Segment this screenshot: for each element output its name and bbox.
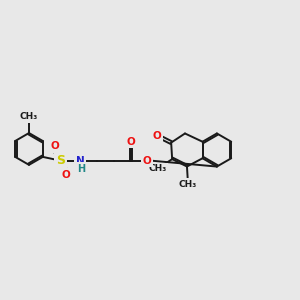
Text: H: H — [77, 164, 85, 174]
Text: N: N — [76, 156, 85, 166]
Text: O: O — [62, 170, 71, 180]
Text: CH₃: CH₃ — [20, 112, 38, 121]
Text: O: O — [153, 130, 161, 141]
Text: CH₃: CH₃ — [179, 180, 197, 189]
Text: S: S — [56, 154, 65, 167]
Text: O: O — [127, 136, 135, 146]
Text: O: O — [142, 156, 151, 166]
Text: O: O — [142, 156, 151, 166]
Text: CH₃: CH₃ — [148, 164, 166, 173]
Text: O: O — [50, 141, 59, 152]
